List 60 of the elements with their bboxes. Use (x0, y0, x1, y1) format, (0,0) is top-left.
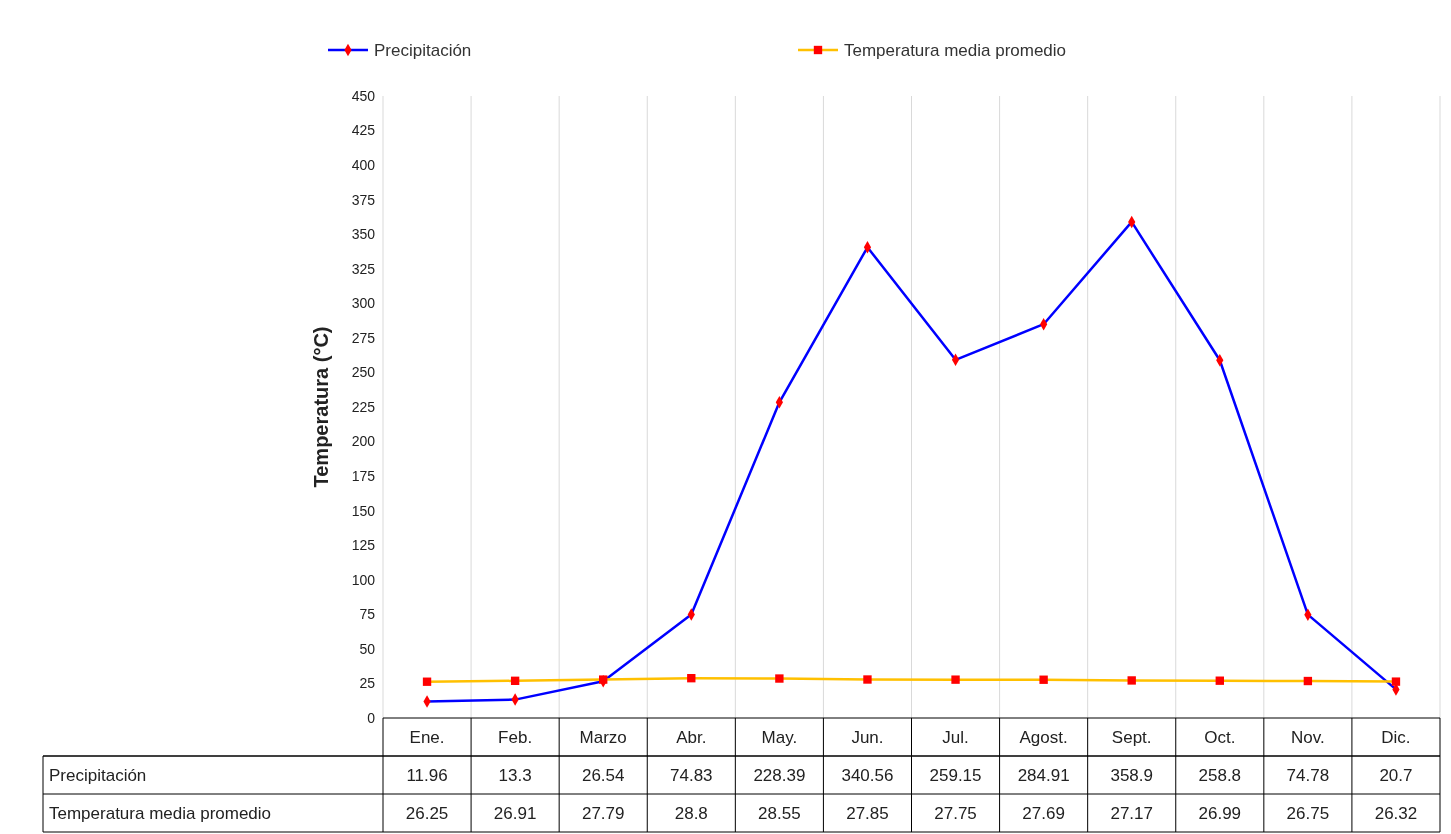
y-axis-title: Temperatura (°C) (310, 326, 332, 488)
data-label: 20.7 (1379, 765, 1413, 785)
y-tick-label: 200 (351, 433, 376, 450)
x-tick-label: Ene. (409, 727, 445, 747)
x-tick-label: Nov. (1291, 727, 1325, 747)
data-label: 74.83 (670, 765, 713, 785)
data-label: 358.9 (1110, 765, 1153, 785)
legend-label: Temperatura media promedio (844, 41, 1067, 60)
y-tick-label: 350 (351, 226, 376, 243)
y-tick-label: 125 (351, 537, 376, 554)
y-tick-label: 25 (359, 675, 376, 692)
data-label: 27.17 (1110, 803, 1153, 823)
y-tick-label: 150 (351, 502, 376, 519)
y-tick-label: 0 (367, 709, 376, 726)
data-label: 26.99 (1198, 803, 1242, 823)
y-tick-label: 400 (351, 157, 376, 174)
x-tick-label: Marzo (579, 727, 627, 747)
data-label: 26.75 (1286, 803, 1330, 823)
data-label: 74.78 (1286, 765, 1330, 785)
x-tick-label: Feb. (498, 727, 533, 747)
x-tick-label: Agost. (1019, 727, 1068, 747)
text: Precipitación (49, 765, 147, 785)
y-tick-label: 250 (351, 364, 376, 381)
data-label: 340.56 (841, 765, 894, 785)
data-label: 26.25 (405, 803, 449, 823)
x-tick-label: Sept. (1111, 727, 1152, 747)
data-label: 258.8 (1198, 765, 1242, 785)
x-tick-label: May. (761, 727, 798, 747)
y-tick-label: 450 (351, 87, 376, 104)
data-label: 27.75 (934, 803, 977, 823)
y-tick-label: 425 (351, 122, 376, 139)
y-tick-label: 175 (351, 468, 376, 485)
data-label: 28.8 (674, 803, 708, 823)
y-tick-label: 75 (359, 606, 376, 623)
y-tick-label: 275 (351, 329, 376, 346)
data-label: 28.55 (758, 803, 801, 823)
data-label: 27.85 (846, 803, 889, 823)
data-label: 11.96 (406, 765, 448, 785)
data-label: 27.69 (1022, 803, 1065, 823)
x-tick-label: Dic. (1381, 727, 1411, 747)
text: Temperatura media promedio (49, 803, 272, 823)
data-label: 27.79 (581, 803, 625, 823)
y-tick-label: 50 (359, 640, 376, 657)
data-label: 228.39 (753, 765, 806, 785)
data-label: 26.32 (1374, 803, 1418, 823)
y-tick-label: 300 (351, 295, 376, 312)
x-tick-label: Jun. (851, 727, 884, 747)
x-tick-label: Oct. (1204, 727, 1236, 747)
x-tick-label: Jul. (942, 727, 969, 747)
y-tick-label: 375 (351, 191, 376, 208)
y-tick-label: 225 (351, 398, 376, 415)
y-tick-label: 100 (351, 571, 376, 588)
data-label: 13.3 (498, 765, 532, 785)
legend-label: Precipitación (374, 41, 472, 60)
data-label: 284.91 (1017, 765, 1070, 785)
y-tick-label: 325 (351, 260, 376, 277)
data-label: 26.91 (493, 803, 537, 823)
data-label: 259.15 (929, 765, 982, 785)
data-label: 26.54 (581, 765, 625, 785)
x-tick-label: Abr. (676, 727, 707, 747)
